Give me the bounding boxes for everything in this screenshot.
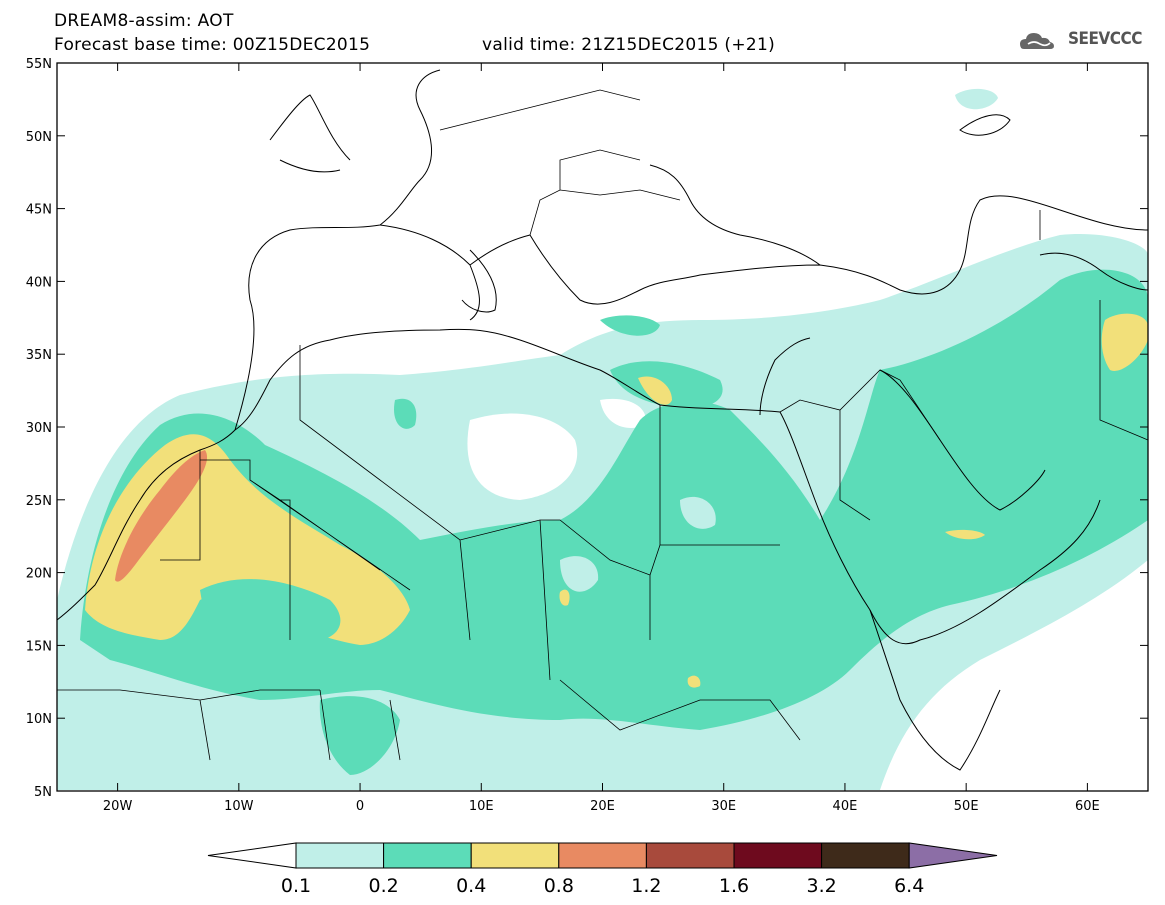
x-tick-label: 20W <box>103 799 133 814</box>
coastlines <box>57 69 1148 771</box>
aot-band-0.4 <box>559 589 570 606</box>
x-tick-label: 60E <box>1075 799 1100 814</box>
x-tick-label: 0 <box>356 799 364 814</box>
aot-band-0.4 <box>687 675 701 688</box>
logo-text: SEEVCCC <box>1068 29 1142 49</box>
country-borders <box>57 89 1148 761</box>
colorbar-segment <box>821 842 910 869</box>
aot-band-0.2 <box>319 696 400 775</box>
colorbar-label: 0.1 <box>281 875 311 897</box>
colorbar-label: 0.4 <box>456 875 486 897</box>
colorbar-segment <box>383 842 472 869</box>
y-tick-label: 25N <box>26 494 52 509</box>
x-tick-label: 40E <box>833 799 858 814</box>
aot-band-0.4 <box>945 529 985 540</box>
x-axis-labels: 20W 10W 0 10E 20E 30E 40E 50E 60E <box>103 799 1100 814</box>
colorbar-segment <box>470 842 560 869</box>
aot-field <box>57 88 1148 791</box>
aot-band-0.2 <box>600 315 660 336</box>
forecast-base-time: Forecast base time: 00Z15DEC2015 <box>54 35 371 55</box>
aot-band-0.4 <box>638 376 672 405</box>
colorbar-label: 6.4 <box>894 875 924 897</box>
colorbar-segment <box>558 842 647 869</box>
y-tick-label: 55N <box>26 57 52 72</box>
x-tick-label: 30E <box>711 799 736 814</box>
colorbar-label: 3.2 <box>806 875 836 897</box>
y-tick-label: 50N <box>26 130 52 145</box>
colorbar-high-extension <box>908 842 998 869</box>
colorbar-label: 1.2 <box>631 875 661 897</box>
aot-band-0.4 <box>1101 313 1148 371</box>
x-tick-label: 20E <box>590 799 615 814</box>
y-tick-label: 30N <box>26 421 52 436</box>
colorbar-labels: 0.1 0.2 0.4 0.8 1.2 1.6 3.2 6.4 <box>281 875 924 897</box>
y-tick-label: 5N <box>34 785 52 800</box>
colorbar-label: 0.2 <box>368 875 398 897</box>
aot-band-0.8 <box>115 450 208 582</box>
aot-band-0.1 <box>955 88 998 110</box>
y-tick-label: 20N <box>26 567 52 582</box>
colorbar <box>207 842 998 869</box>
y-axis-labels: 55N 50N 45N 40N 35N 30N 25N 20N 15N 10N 5N <box>26 57 52 800</box>
y-axis-ticks <box>57 62 1148 792</box>
cloud-icon <box>1020 33 1054 49</box>
colorbar-low-extension <box>207 842 297 869</box>
colorbar-label: 1.6 <box>719 875 749 897</box>
map-title: DREAM8-assim: AOT <box>54 11 234 31</box>
aot-band-0.2 <box>394 398 417 429</box>
colorbar-segment <box>733 842 823 869</box>
valid-time: valid time: 21Z15DEC2015 (+21) <box>482 35 776 55</box>
x-tick-label: 50E <box>954 799 979 814</box>
y-tick-label: 40N <box>26 275 52 290</box>
y-tick-label: 35N <box>26 348 52 363</box>
y-tick-label: 10N <box>26 712 52 727</box>
y-tick-label: 15N <box>26 639 52 654</box>
x-axis-ticks <box>117 63 1088 791</box>
colorbar-segment <box>295 842 385 869</box>
x-tick-label: 10W <box>224 799 254 814</box>
colorbar-segment <box>645 842 735 869</box>
colorbar-label: 0.8 <box>544 875 574 897</box>
x-tick-label: 10E <box>469 799 494 814</box>
y-tick-label: 45N <box>26 203 52 218</box>
aot-band-0.2 <box>610 361 723 409</box>
